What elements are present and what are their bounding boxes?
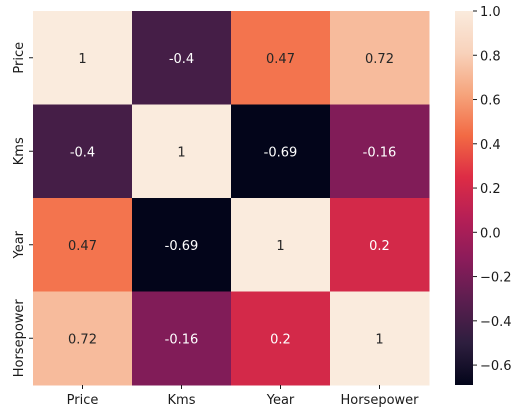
colorbar-tick-label: 0.0 <box>480 226 501 241</box>
heatmap-cell <box>33 104 133 199</box>
heatmap-cell <box>330 11 430 105</box>
x-tick-label: Horsepower <box>340 393 419 408</box>
heatmap-cell <box>33 11 133 105</box>
x-tick-label: Kms <box>168 393 196 408</box>
heatmap-cell <box>231 291 331 386</box>
cell-value-label: -0.69 <box>165 239 199 254</box>
heatmap-cell <box>132 104 232 199</box>
colorbar-tick-label: 0.6 <box>480 94 501 109</box>
x-tick-label: Price <box>67 393 99 408</box>
cell-value-label: 1 <box>375 332 383 347</box>
y-tick-label: Horsepower <box>12 299 27 378</box>
cell-value-label: -0.69 <box>264 145 298 160</box>
heatmap-cell <box>132 11 232 105</box>
cell-value-label: 0.47 <box>266 52 295 67</box>
cell-value-label: -0.16 <box>165 332 199 347</box>
heatmap-cell-labels: 1 -0.4 0.47 0.72 -0.4 1 -0.69 -0.16 0.47 -0.69 1 0.… <box>68 52 396 348</box>
cell-value-label: -0.4 <box>169 52 194 67</box>
colorbar-tick-label: 0.4 <box>480 138 501 153</box>
heatmap-cell <box>330 104 430 199</box>
heatmap-cell <box>231 198 331 292</box>
colorbar-tick-label: −0.6 <box>480 359 512 374</box>
cell-value-label: 0.2 <box>270 332 291 347</box>
y-tick-label: Year <box>12 230 27 259</box>
colorbar-tick-label: −0.2 <box>480 271 512 286</box>
y-axis: Price Kms Year Horsepower <box>12 42 33 377</box>
colorbar-tick-label: 1.0 <box>480 5 501 20</box>
cell-value-label: 1 <box>276 239 284 254</box>
heatmap-cell <box>231 11 331 105</box>
cell-value-label: 0.72 <box>68 332 97 347</box>
cell-value-label: -0.16 <box>363 145 397 160</box>
colorbar: 1.0 0.8 0.6 0.4 0.2 0.0 −0.2 −0.4 −0.6 <box>455 5 512 385</box>
x-tick-label: Year <box>266 393 295 408</box>
cell-value-label: 0.47 <box>68 239 97 254</box>
cell-value-label: 0.2 <box>369 239 390 254</box>
cell-value-label: -0.4 <box>70 145 95 160</box>
heatmap-cell <box>132 291 232 386</box>
heatmap-cell <box>132 198 232 292</box>
heatmap-cell <box>231 104 331 199</box>
y-tick-label: Kms <box>12 137 27 165</box>
colorbar-tick-label: 0.2 <box>480 182 501 197</box>
heatmap-cell <box>33 198 133 292</box>
heatmap-cell <box>330 198 430 292</box>
cell-value-label: 1 <box>78 52 86 67</box>
heatmap-cell <box>33 291 133 386</box>
y-tick-label: Price <box>12 42 27 74</box>
heatmap-cell <box>330 291 430 386</box>
colorbar-gradient <box>455 11 473 385</box>
colorbar-tick-label: −0.4 <box>480 315 512 330</box>
cell-value-label: 1 <box>177 145 185 160</box>
cell-value-label: 0.72 <box>365 52 394 67</box>
colorbar-tick-label: 0.8 <box>480 49 501 64</box>
heatmap-cells <box>33 11 430 386</box>
x-axis: Price Kms Year Horsepower <box>67 385 419 408</box>
